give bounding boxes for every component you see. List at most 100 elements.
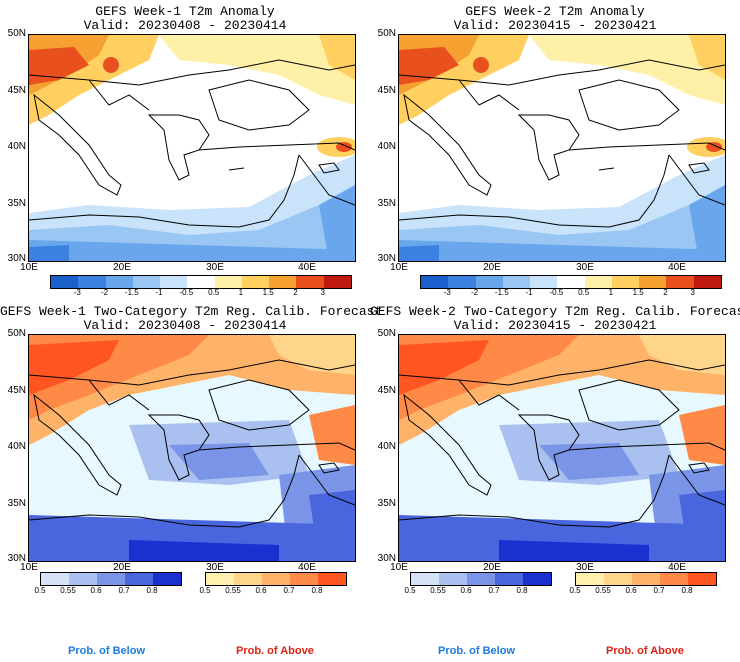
lat-label-50n: 50N (377, 28, 396, 39)
lon-label-20e: 20E (483, 262, 501, 273)
above-colorbar-swatch (206, 573, 234, 585)
anomaly-colorbar (420, 275, 722, 289)
panel-title: GEFS Week-1 Two-Category T2m Reg. Calib.… (0, 304, 383, 319)
panel-week2-anomaly: GEFS Week-2 T2m Anomaly Valid: 20230415 … (370, 0, 740, 300)
below-colorbar-swatch (411, 573, 439, 585)
anomaly-colorbar-swatch (160, 276, 188, 288)
panel-title: GEFS Week-1 T2m Anomaly (95, 4, 275, 19)
lat-label-50n: 50N (7, 328, 26, 339)
anomaly-colorbar-swatch (214, 276, 242, 288)
above-colorbar-swatch (604, 573, 632, 585)
prob-below-caption: Prob. of Below (68, 645, 145, 657)
anomaly-colorbar-swatch (448, 276, 476, 288)
prob-below-caption: Prob. of Below (438, 645, 515, 657)
lat-label-40n: 40N (7, 141, 26, 152)
colorbar-tick-label: 3 (690, 288, 695, 297)
map-area (398, 334, 726, 562)
anomaly-colorbar-swatch (187, 276, 215, 288)
anomaly-colorbar-swatch (557, 276, 585, 288)
lon-label-10e: 10E (20, 262, 38, 273)
lon-label-30e: 30E (576, 262, 594, 273)
lat-label-45n: 45N (377, 385, 396, 396)
colorbar-tick-label: 0.5 (199, 586, 211, 595)
below-colorbar-swatch (69, 573, 97, 585)
lon-label-40e: 40E (298, 562, 316, 573)
colorbar-tick-label: 0.55 (225, 586, 241, 595)
above-colorbar-labels: 0.5 0.55 0.6 0.7 0.8 (199, 586, 345, 596)
anomaly-colorbar-swatch (530, 276, 558, 288)
panel-title: GEFS Week-2 Two-Category T2m Reg. Calib.… (370, 304, 740, 319)
anomaly-colorbar-swatch (132, 276, 161, 288)
above-colorbar (205, 572, 347, 586)
above-colorbar-swatch (290, 573, 318, 585)
lon-label-40e: 40E (298, 262, 316, 273)
lat-label-45n: 45N (7, 85, 26, 96)
above-colorbar (575, 572, 717, 586)
lat-label-35n: 35N (7, 498, 26, 509)
colorbar-tick-label: 0.7 (118, 586, 130, 595)
below-colorbar-labels: 0.5 0.55 0.6 0.7 0.8 (34, 586, 180, 596)
above-colorbar-swatch (318, 573, 346, 585)
above-colorbar-swatch (234, 573, 262, 585)
lon-label-30e: 30E (206, 562, 224, 573)
anomaly-colorbar-swatch (296, 276, 324, 288)
anomaly-colorbar-swatch (78, 276, 106, 288)
anomaly-colorbar-swatch (584, 276, 612, 288)
lon-label-10e: 10E (20, 562, 38, 573)
lon-label-30e: 30E (576, 562, 594, 573)
colorbar-tick-label: -2 (100, 288, 109, 297)
lat-label-45n: 45N (377, 85, 396, 96)
anomaly-colorbar-labels: -3 -2 -1.5 -1 -0.5 0.5 1 1.5 2 3 (420, 288, 720, 298)
colorbar-tick-label: 0.8 (311, 586, 323, 595)
anomaly-colorbar-swatch (105, 276, 133, 288)
probability-map (399, 335, 725, 561)
colorbar-tick-label: 0.5 (404, 586, 416, 595)
panel-week1-probability: GEFS Week-1 Two-Category T2m Reg. Calib.… (0, 300, 383, 600)
lon-label-40e: 40E (668, 562, 686, 573)
colorbar-tick-label: 0.8 (146, 586, 158, 595)
lat-label-35n: 35N (377, 498, 396, 509)
above-colorbar-swatch (576, 573, 604, 585)
map-area (28, 334, 356, 562)
anomaly-colorbar-swatch (421, 276, 449, 288)
lat-label-35n: 35N (377, 198, 396, 209)
anomaly-colorbar-swatch (475, 276, 503, 288)
colorbar-tick-label: -0.5 (549, 288, 564, 297)
lat-label-35n: 35N (7, 198, 26, 209)
lat-label-30n: 30N (377, 553, 396, 564)
below-colorbar (40, 572, 182, 586)
below-colorbar (410, 572, 552, 586)
map-area (398, 34, 726, 262)
colorbar-tick-label: -1 (525, 288, 533, 297)
colorbar-tick-label: -3 (73, 288, 81, 297)
colorbar-tick-label: 3 (320, 288, 325, 297)
colorbar-tick-label: 1 (238, 288, 244, 297)
colorbar-tick-label: -1 (155, 288, 163, 297)
prob-above-caption: Prob. of Above (606, 645, 684, 657)
lat-label-40n: 40N (377, 141, 396, 152)
above-colorbar-swatch (632, 573, 660, 585)
lon-label-10e: 10E (390, 562, 408, 573)
colorbar-tick-label: 0.7 (283, 586, 295, 595)
colorbar-tick-label: 0.6 (460, 586, 472, 595)
colorbar-tick-label: 0.7 (653, 586, 665, 595)
lat-label-50n: 50N (377, 328, 396, 339)
anomaly-colorbar-swatch (241, 276, 270, 288)
anomaly-map (399, 35, 725, 261)
below-colorbar-swatch (467, 573, 495, 585)
colorbar-tick-label: 2 (293, 288, 298, 297)
colorbar-tick-label: 0.5 (208, 288, 220, 297)
lat-label-40n: 40N (377, 441, 396, 452)
below-colorbar-swatch (495, 573, 523, 585)
lat-label-30n: 30N (7, 253, 26, 264)
colorbar-tick-label: 0.5 (578, 288, 590, 297)
colorbar-tick-label: 0.55 (595, 586, 611, 595)
below-colorbar-swatch (153, 573, 181, 585)
colorbar-tick-label: 1.5 (262, 288, 274, 297)
colorbar-tick-label: 0.55 (60, 586, 76, 595)
colorbar-tick-label: 0.8 (681, 586, 693, 595)
above-colorbar-swatch (262, 573, 290, 585)
below-colorbar-swatch (523, 573, 551, 585)
anomaly-colorbar-swatch (502, 276, 531, 288)
lon-label-10e: 10E (390, 262, 408, 273)
